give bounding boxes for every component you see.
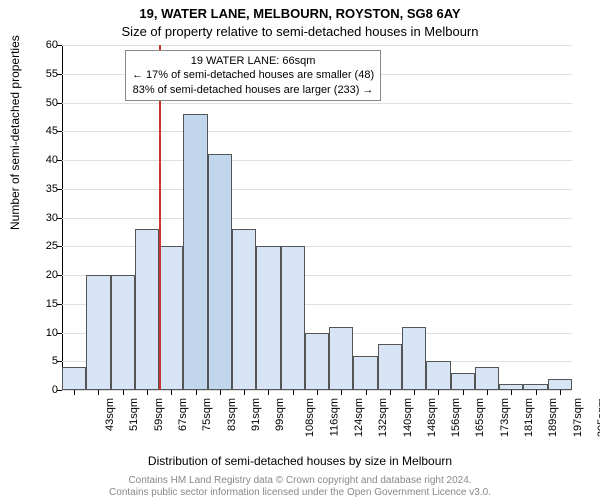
y-tick-label: 0 <box>52 384 58 396</box>
x-tick-label: 51sqm <box>128 398 140 431</box>
x-tick-mark <box>414 390 415 395</box>
histogram-bar <box>256 246 280 390</box>
x-tick-label: 173sqm <box>499 398 511 437</box>
attribution-line-1: Contains HM Land Registry data © Crown c… <box>0 475 600 486</box>
x-tick-label: 132sqm <box>377 398 389 437</box>
histogram-bar <box>135 229 159 390</box>
x-tick-mark <box>268 390 269 395</box>
x-tick-label: 99sqm <box>274 398 286 431</box>
x-tick-label: 59sqm <box>153 398 165 431</box>
x-tick-label: 67sqm <box>177 398 189 431</box>
x-tick-mark <box>98 390 99 395</box>
y-tick-label: 35 <box>46 183 58 195</box>
x-tick-label: 165sqm <box>475 398 487 437</box>
histogram-bar <box>378 344 402 390</box>
chart-title-main: 19, WATER LANE, MELBOURN, ROYSTON, SG8 6… <box>0 6 600 21</box>
y-tick-label: 50 <box>46 97 58 109</box>
x-tick-label: 197sqm <box>572 398 584 437</box>
x-tick-mark <box>293 390 294 395</box>
y-tick-label: 25 <box>46 240 58 252</box>
x-tick-label: 43sqm <box>104 398 116 431</box>
x-tick-mark <box>244 390 245 395</box>
chart-title-sub: Size of property relative to semi-detach… <box>0 24 600 39</box>
y-tick-label: 20 <box>46 269 58 281</box>
y-tick-label: 40 <box>46 154 58 166</box>
x-tick-mark <box>463 390 464 395</box>
x-tick-label: 148sqm <box>426 398 438 437</box>
x-tick-mark <box>171 390 172 395</box>
x-tick-label: 189sqm <box>547 398 559 437</box>
gridline <box>62 189 572 190</box>
callout-line-1: 19 WATER LANE: 66sqm <box>132 54 374 68</box>
histogram-bar <box>111 275 135 390</box>
histogram-bar <box>86 275 110 390</box>
x-tick-label: 205sqm <box>596 398 600 437</box>
histogram-bar <box>208 154 232 390</box>
histogram-bar <box>281 246 305 390</box>
gridline <box>62 103 572 104</box>
histogram-bar <box>305 333 329 391</box>
x-tick-mark <box>390 390 391 395</box>
histogram-bar <box>475 367 499 390</box>
histogram-bar <box>451 373 475 390</box>
callout-line-2: ← 17% of semi-detached houses are smalle… <box>132 68 374 82</box>
callout-line-3: 83% of semi-detached houses are larger (… <box>132 83 374 97</box>
gridline <box>62 45 572 46</box>
histogram-bar <box>183 114 207 390</box>
histogram-bar <box>62 367 86 390</box>
y-tick-label: 10 <box>46 327 58 339</box>
y-tick-label: 55 <box>46 68 58 80</box>
x-tick-label: 83sqm <box>226 398 238 431</box>
x-tick-label: 75sqm <box>201 398 213 431</box>
histogram-bar <box>402 327 426 390</box>
gridline <box>62 160 572 161</box>
gridline <box>62 218 572 219</box>
x-tick-mark <box>123 390 124 395</box>
y-tick-label: 15 <box>46 298 58 310</box>
x-tick-mark <box>487 390 488 395</box>
x-tick-label: 116sqm <box>328 398 340 436</box>
chart-container: 19, WATER LANE, MELBOURN, ROYSTON, SG8 6… <box>0 0 600 500</box>
y-tick-label: 45 <box>46 125 58 137</box>
x-tick-label: 156sqm <box>450 398 462 437</box>
x-tick-mark <box>438 390 439 395</box>
gridline <box>62 131 572 132</box>
x-tick-mark <box>220 390 221 395</box>
histogram-bar <box>329 327 353 390</box>
histogram-bar <box>159 246 183 390</box>
x-tick-mark <box>560 390 561 395</box>
x-tick-mark <box>74 390 75 395</box>
x-tick-label: 91sqm <box>250 398 262 431</box>
histogram-bar <box>426 361 450 390</box>
x-tick-label: 181sqm <box>523 398 535 437</box>
y-tick-label: 60 <box>46 39 58 51</box>
histogram-bar <box>232 229 256 390</box>
x-tick-label: 108sqm <box>305 398 317 437</box>
attribution-line-2: Contains public sector information licen… <box>0 487 600 498</box>
histogram-bar <box>548 379 572 391</box>
x-tick-mark <box>366 390 367 395</box>
y-tick-label: 30 <box>46 212 58 224</box>
x-tick-mark <box>341 390 342 395</box>
callout-box: 19 WATER LANE: 66sqm← 17% of semi-detach… <box>125 50 381 101</box>
x-tick-mark <box>511 390 512 395</box>
x-tick-mark <box>147 390 148 395</box>
y-tick-label: 5 <box>52 355 58 367</box>
histogram-bar <box>353 356 377 391</box>
x-tick-label: 124sqm <box>353 398 365 437</box>
x-tick-mark <box>196 390 197 395</box>
x-tick-label: 140sqm <box>402 398 414 437</box>
y-axis-label: Number of semi-detached properties <box>8 35 22 230</box>
x-tick-mark <box>536 390 537 395</box>
x-tick-mark <box>317 390 318 395</box>
x-axis-label: Distribution of semi-detached houses by … <box>0 454 600 468</box>
